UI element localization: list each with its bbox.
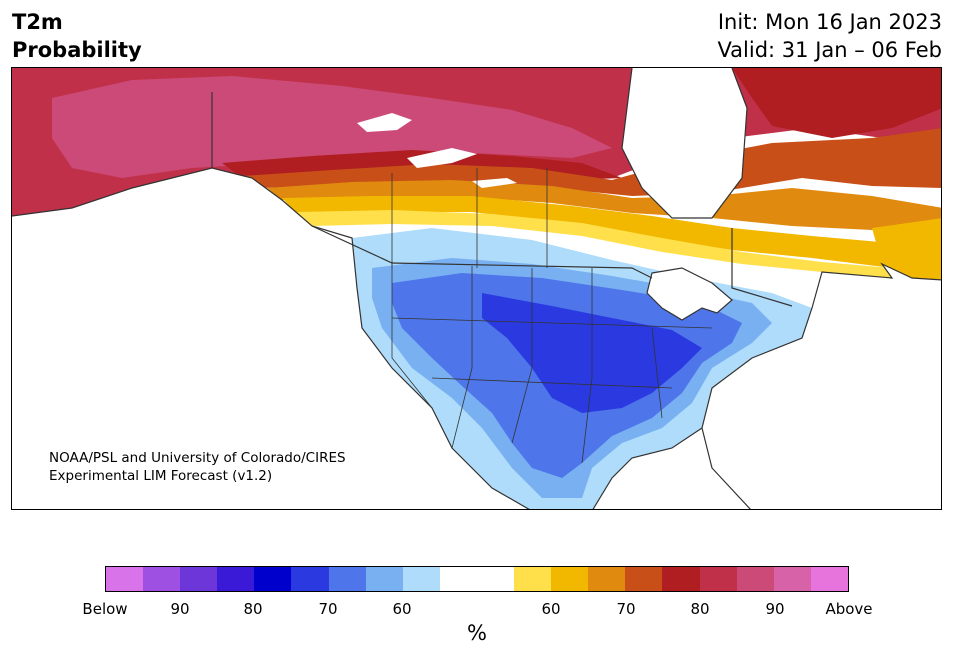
colorbar-segment [180, 567, 218, 591]
colorbar-segment [365, 567, 403, 591]
forecast-credit: NOAA/PSL and University of Colorado/CIRE… [49, 449, 346, 485]
variable-title: T2m [12, 10, 63, 34]
arctic-lake-1 [357, 113, 412, 132]
colorbar-segment [588, 567, 626, 591]
colorbar-tick-label: 60 [541, 600, 561, 618]
colorbar-tick-label: 70 [616, 600, 636, 618]
colorbar-segment [254, 567, 292, 591]
colorbar-segment [217, 567, 255, 591]
colorbar-segment [736, 567, 774, 591]
map-region-above-90 [52, 76, 612, 178]
hudson-bay-water [622, 68, 747, 218]
map-region-above-60 [282, 196, 941, 278]
colorbar-segment [328, 567, 366, 591]
colorbar-tick-label: 70 [318, 600, 338, 618]
chart-title-block: T2m Probability [12, 8, 142, 64]
state-borders [391, 168, 713, 464]
map-region-above-70 [242, 128, 941, 196]
probability-colorbar [105, 566, 849, 592]
forecast-dates: Init: Mon 16 Jan 2023 Valid: 31 Jan – 06… [717, 8, 942, 64]
valid-date: Valid: 31 Jan – 06 Feb [717, 38, 942, 62]
colorbar-segment [439, 567, 477, 591]
colorbar-tick-label: 90 [765, 600, 785, 618]
colorbar-segment [291, 567, 329, 591]
colorbar-segment [551, 567, 589, 591]
map-region-above-65 [267, 180, 941, 238]
arctic-lake-2 [407, 148, 477, 168]
pacific-water [12, 168, 529, 509]
colorbar-segment [810, 567, 848, 591]
country-borders [211, 92, 793, 307]
colorbar-segment [773, 567, 811, 591]
colorbar-segment [514, 567, 552, 591]
colorbar-segment [625, 567, 663, 591]
map-canvas [12, 68, 941, 509]
colorbar-segment [402, 567, 440, 591]
arctic-lake-3 [472, 178, 517, 188]
credit-line-1: NOAA/PSL and University of Colorado/CIRE… [49, 450, 346, 466]
great-lakes-water [647, 268, 732, 320]
colorbar-tick-label: Below [82, 600, 128, 618]
map-region-above-75 [732, 68, 941, 138]
colorbar-segment [143, 567, 181, 591]
credit-line-2: Experimental LIM Forecast (v1.2) [49, 468, 273, 484]
map-region-above-60-east [872, 218, 941, 280]
colorbar-segment [476, 567, 515, 591]
product-title: Probability [12, 38, 142, 62]
colorbar-tick-label: 60 [392, 600, 412, 618]
colorbar-segment [699, 567, 737, 591]
colorbar-tick-label: Above [825, 600, 873, 618]
colorbar-unit: % [467, 621, 487, 645]
colorbar-tick-label: 80 [690, 600, 710, 618]
map-region-above-55 [297, 210, 892, 278]
coastlines [12, 68, 941, 509]
forecast-map: NOAA/PSL and University of Colorado/CIRE… [11, 67, 942, 510]
gulf-water [593, 428, 770, 509]
colorbar-tick-label: 80 [243, 600, 263, 618]
colorbar-segment [106, 567, 144, 591]
colorbar-tick-label: 90 [170, 600, 190, 618]
init-date: Init: Mon 16 Jan 2023 [717, 10, 942, 34]
atlantic-water [702, 264, 941, 509]
colorbar-segment [662, 567, 700, 591]
